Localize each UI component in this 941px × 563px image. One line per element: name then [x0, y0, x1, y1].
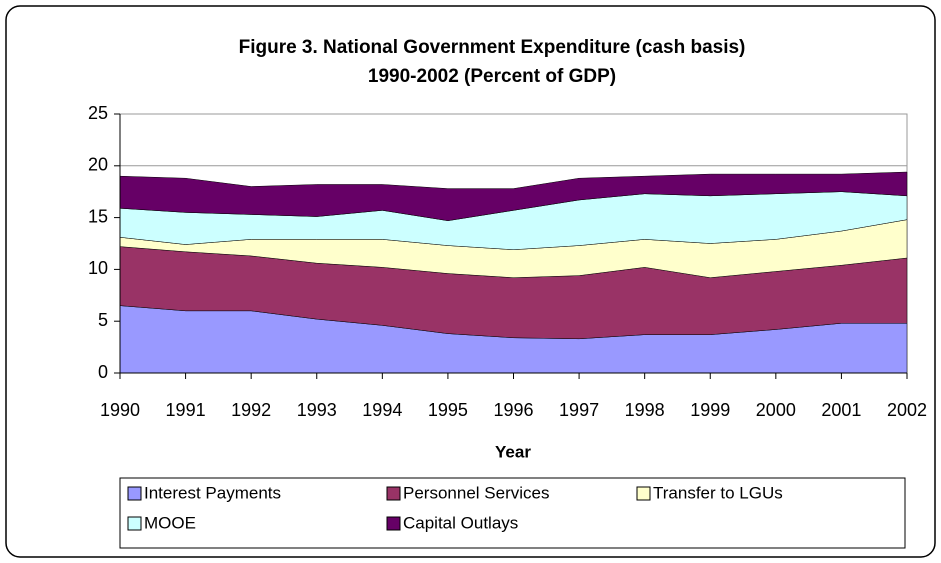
x-tick-label: 1998	[625, 400, 665, 420]
legend-swatch	[386, 516, 401, 531]
legend-label: Transfer to LGUs	[653, 483, 783, 502]
legend-label: MOOE	[144, 513, 196, 532]
x-tick-label: 1991	[166, 400, 206, 420]
x-tick-label: 1992	[231, 400, 271, 420]
x-tick-label: 1995	[428, 400, 468, 420]
legend-label: Personnel Services	[403, 483, 549, 502]
y-tick-label: 10	[88, 258, 108, 278]
x-tick-label: 1994	[362, 400, 402, 420]
legend-swatch	[636, 486, 651, 501]
y-tick-label: 20	[88, 155, 108, 175]
legend-box	[119, 477, 906, 549]
x-axis-label: Year	[495, 442, 531, 461]
x-tick-label: 1999	[690, 400, 730, 420]
x-tick-label: 1996	[493, 400, 533, 420]
chart-subtitle: 1990-2002 (Percent of GDP)	[368, 66, 616, 87]
x-tick-label: 1997	[559, 400, 599, 420]
x-tick-label: 2001	[821, 400, 861, 420]
x-tick-label: 1990	[100, 400, 140, 420]
legend-label: Capital Outlays	[403, 513, 518, 532]
x-tick-label: 2000	[756, 400, 796, 420]
legend-swatch	[127, 516, 142, 531]
x-tick-label: 1993	[297, 400, 337, 420]
legend-swatch	[127, 486, 142, 501]
y-tick-label: 0	[98, 362, 108, 382]
y-tick-label: 5	[98, 310, 108, 330]
legend-label: Interest Payments	[144, 483, 281, 502]
x-tick-label: 2002	[887, 400, 927, 420]
legend-swatch	[386, 486, 401, 501]
y-tick-label: 25	[88, 103, 108, 123]
area	[119, 171, 908, 221]
y-tick-label: 15	[88, 206, 108, 226]
chart-title: Figure 3. National Government Expenditur…	[239, 37, 746, 58]
